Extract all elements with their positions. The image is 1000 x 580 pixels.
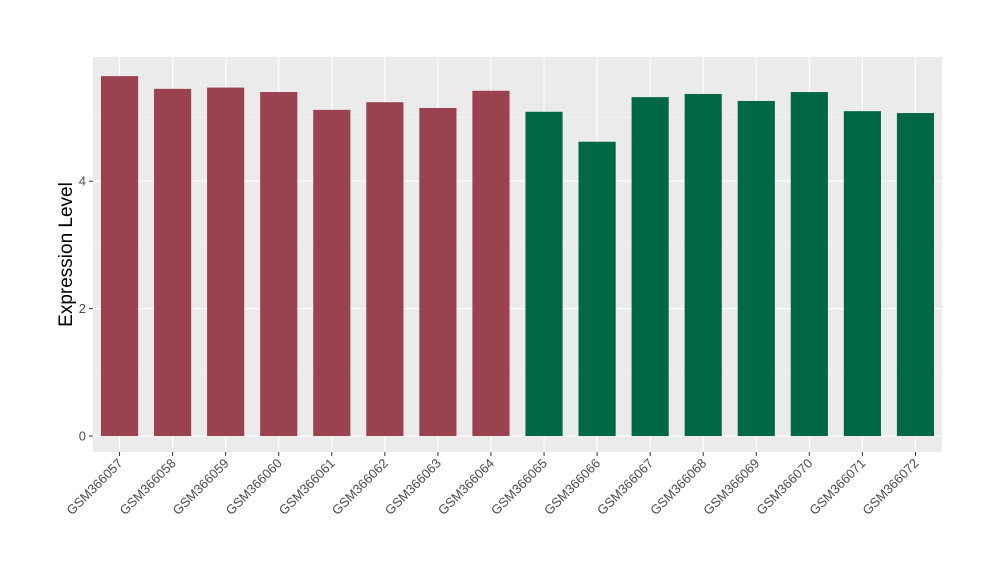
bar-GSM366067	[631, 97, 669, 437]
x-tick-label: GSM366059	[170, 456, 232, 518]
x-tick-label: GSM366060	[223, 456, 285, 518]
y-axis-title: Expression Level	[56, 182, 77, 327]
bar-GSM366057	[100, 76, 139, 437]
bar-GSM366059	[207, 87, 245, 437]
x-tick-label: GSM366061	[276, 456, 338, 518]
y-tick-label: 4	[79, 174, 86, 189]
x-axis-ticks: GSM366057GSM366058GSM366059GSM366060GSM3…	[63, 452, 922, 518]
bar-GSM366068	[684, 93, 722, 437]
bar-GSM366064	[472, 90, 510, 437]
x-tick-label: GSM366063	[382, 456, 444, 518]
y-tick-label: 0	[79, 429, 86, 444]
x-tick-label: GSM366062	[329, 456, 391, 518]
bar-GSM366072	[896, 113, 935, 437]
x-tick-label: GSM366065	[488, 456, 550, 518]
bar-GSM366066	[578, 141, 616, 437]
x-tick-label: GSM366067	[594, 456, 656, 518]
bars	[100, 76, 935, 437]
bar-GSM366058	[154, 88, 192, 437]
x-tick-label: GSM366064	[435, 456, 497, 518]
bar-GSM366061	[313, 109, 351, 437]
x-tick-label: GSM366058	[116, 456, 178, 518]
x-tick-label: GSM366071	[806, 456, 868, 518]
bar-GSM366062	[366, 102, 404, 437]
x-tick-label: GSM366057	[63, 456, 125, 518]
y-axis-ticks: 0 2 4	[79, 174, 93, 444]
x-tick-label: GSM366066	[541, 456, 603, 518]
bar-GSM366070	[790, 92, 828, 437]
y-tick-label: 2	[79, 301, 86, 316]
x-tick-label: GSM366068	[647, 456, 709, 518]
x-tick-label: GSM366072	[859, 456, 921, 518]
bar-GSM366060	[260, 92, 298, 437]
x-tick-label: GSM366069	[700, 456, 762, 518]
x-tick-label: GSM366070	[753, 456, 815, 518]
bar-GSM366071	[843, 111, 881, 437]
bar-GSM366063	[419, 107, 457, 437]
bar-GSM366069	[737, 100, 775, 437]
bar-GSM366065	[525, 111, 563, 437]
